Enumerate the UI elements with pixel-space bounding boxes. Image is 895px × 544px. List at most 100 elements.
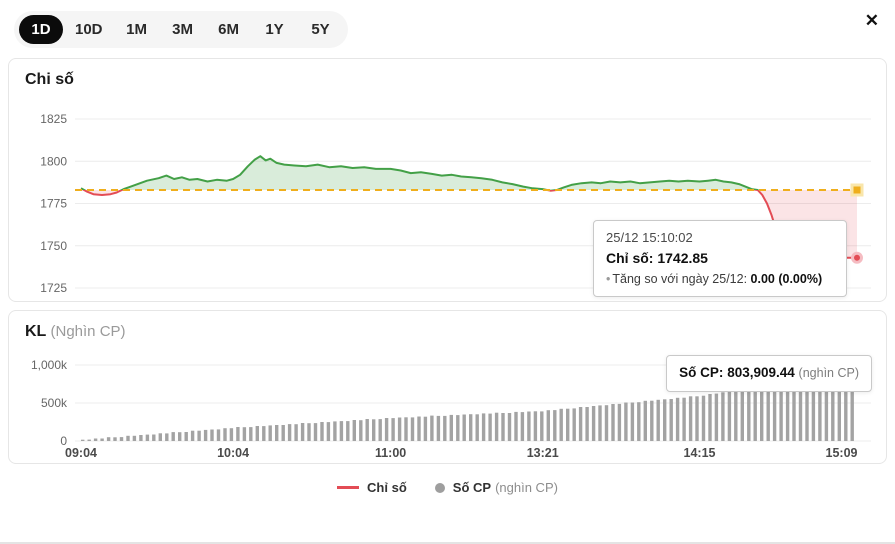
y-axis-tick-label: 1775 xyxy=(40,197,67,211)
volume-bar xyxy=(313,423,318,441)
index-line-icon xyxy=(337,486,360,489)
y-axis-tick-label: 1725 xyxy=(40,281,67,295)
volume-bar xyxy=(792,383,796,441)
index-panel: Chi số 1825 1800 1775 1750 1725 25/12 15:10:… xyxy=(8,58,887,302)
volume-bar xyxy=(456,415,460,441)
volume-bar xyxy=(850,379,854,441)
y-axis-tick-label: 1825 xyxy=(40,112,67,126)
volume-bar xyxy=(268,425,272,441)
volume-bar xyxy=(572,408,576,441)
y-axis-tick-label: 500k xyxy=(41,396,68,410)
volume-bar xyxy=(598,405,602,441)
volume-bar xyxy=(669,399,673,441)
volume-bar xyxy=(553,410,557,441)
index-panel-title: Chi số xyxy=(25,71,74,88)
volume-bar xyxy=(300,423,305,441)
toolbar: 1D 10D 1M 3M 6M 1Y 5Y ✕ xyxy=(0,0,895,52)
volume-bar xyxy=(617,403,622,441)
volume-bar xyxy=(359,420,363,441)
volume-bar xyxy=(184,432,188,441)
volume-bar xyxy=(520,412,525,441)
volume-bar xyxy=(740,389,744,441)
volume-bar xyxy=(695,396,699,441)
last-point-marker xyxy=(851,251,863,264)
volume-bar xyxy=(604,405,609,441)
legend-item-volume[interactable]: Số CP (nghìn CP) xyxy=(434,480,558,495)
volume-bar xyxy=(320,422,324,441)
volume-bar xyxy=(591,406,596,441)
volume-bar xyxy=(488,413,492,441)
volume-bar xyxy=(255,426,259,441)
volume-bar xyxy=(145,434,150,441)
volume-bar xyxy=(352,420,356,441)
volume-bar xyxy=(165,433,169,441)
volume-bar xyxy=(760,386,764,441)
tab-5y[interactable]: 5Y xyxy=(299,15,343,44)
y-axis-tick-label: 1,000k xyxy=(31,358,68,372)
volume-bar xyxy=(844,380,848,441)
volume-bar xyxy=(126,435,130,441)
volume-bar xyxy=(449,414,453,441)
volume-bar xyxy=(210,429,214,441)
legend: Chỉ số Số CP (nghìn CP) xyxy=(0,480,895,495)
index-chart[interactable]: 1825 1800 1775 1750 1725 xyxy=(9,91,882,301)
volume-bar xyxy=(132,435,137,441)
volume-bar xyxy=(223,428,227,441)
volume-bar xyxy=(171,432,175,441)
volume-tooltip: Số CP: 803,909.44 (nghìn CP) xyxy=(666,355,872,392)
area-below-reference xyxy=(81,190,857,258)
volume-bar xyxy=(630,402,635,441)
volume-bar xyxy=(242,427,247,441)
tooltip-change: • Tăng so với ngày 25/12: 0.00 (0.00%) xyxy=(606,271,823,286)
volume-bar xyxy=(152,434,156,441)
x-axis-tick-label: 10:04 xyxy=(217,446,249,460)
volume-bar xyxy=(417,416,421,441)
y-axis-tick-label: 1750 xyxy=(40,239,67,253)
volume-bar xyxy=(811,382,816,441)
volume-bar xyxy=(423,416,428,441)
volume-bar xyxy=(339,421,344,441)
tab-1d[interactable]: 1D xyxy=(19,15,63,44)
volume-bar xyxy=(190,430,195,441)
volume-bar xyxy=(113,437,117,441)
x-axis-tick-label: 11:00 xyxy=(375,446,406,460)
volume-bar xyxy=(404,417,408,441)
volume-bar xyxy=(384,418,389,441)
volume-bar xyxy=(430,415,434,441)
volume-bar xyxy=(481,413,486,441)
time-range-tabs: 1D 10D 1M 3M 6M 1Y 5Y xyxy=(14,11,348,48)
tab-3m[interactable]: 3M xyxy=(161,15,205,44)
volume-bar xyxy=(540,411,544,441)
volume-bar xyxy=(818,381,822,441)
volume-bar xyxy=(578,407,583,441)
volume-bar xyxy=(682,397,686,441)
volume-bar xyxy=(365,419,369,441)
close-icon[interactable]: ✕ xyxy=(864,11,879,30)
x-axis-tick-label: 14:15 xyxy=(684,446,716,460)
volume-bar xyxy=(378,419,382,441)
volume-bar xyxy=(100,438,104,441)
volume-bar xyxy=(656,399,660,441)
volume-panel: KL (Nghìn CP) 1,000k 500k 0 09:04 10:04 11:00… xyxy=(8,310,887,464)
volume-bar xyxy=(475,414,479,441)
legend-item-index[interactable]: Chỉ số xyxy=(337,480,407,495)
volume-bar xyxy=(533,411,538,441)
tab-1y[interactable]: 1Y xyxy=(253,15,297,44)
volume-bar xyxy=(494,412,499,441)
tab-10d[interactable]: 10D xyxy=(65,15,113,44)
volume-bar xyxy=(566,408,570,441)
volume-bar xyxy=(333,421,337,441)
tooltip-datetime: 25/12 15:10:02 xyxy=(606,230,693,245)
volume-bar xyxy=(624,402,628,441)
volume-bar xyxy=(766,386,770,441)
tab-1m[interactable]: 1M xyxy=(115,15,159,44)
volume-bar xyxy=(372,419,376,441)
volume-bar xyxy=(275,425,279,441)
volume-bar xyxy=(650,400,654,441)
volume-bar xyxy=(507,413,512,441)
tab-6m[interactable]: 6M xyxy=(207,15,251,44)
volume-bar xyxy=(559,408,563,441)
volume-bar xyxy=(326,422,331,441)
volume-bar xyxy=(734,390,738,441)
